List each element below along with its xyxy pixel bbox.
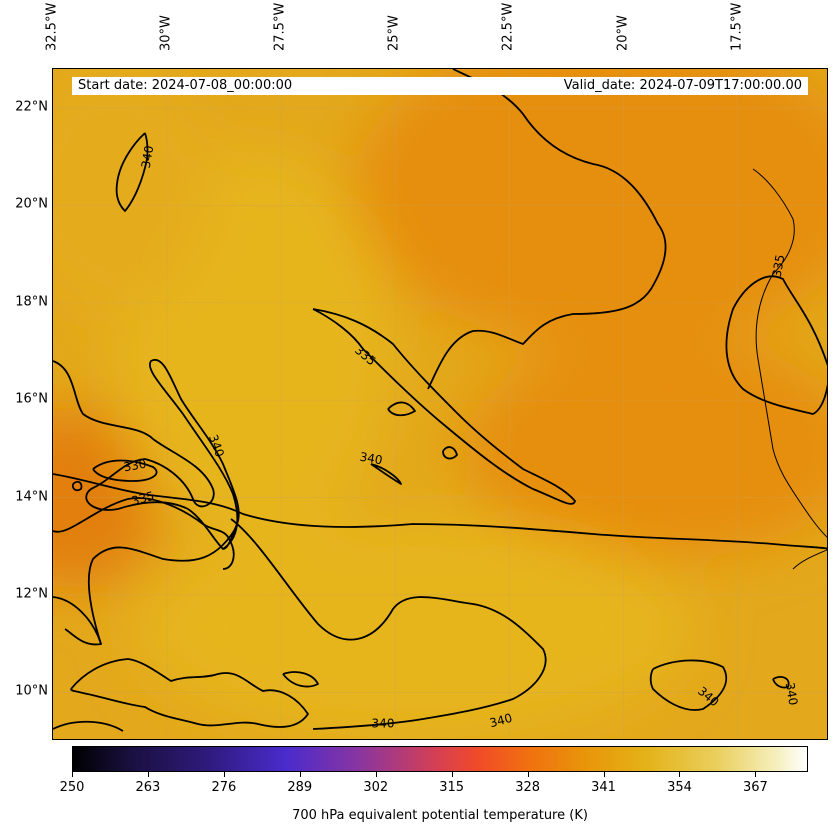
colorbar-title: 700 hPa equivalent potential temperature… (292, 808, 588, 823)
colorbar-tick (223, 772, 225, 777)
lon-label: 32.5°W (42, 0, 62, 66)
colorbar-tick-label: 276 (211, 780, 237, 795)
lon-label: 27.5°W (270, 0, 290, 66)
lat-label: 12°N (15, 586, 48, 602)
contour-label: 330 (122, 457, 147, 475)
colorbar-tick-label: 328 (515, 780, 541, 795)
lat-label: 18°N (15, 294, 48, 310)
contour-label: 340 (488, 711, 514, 730)
contour-335-center (312, 308, 576, 505)
colorbar-tick-label: 341 (591, 780, 616, 795)
colorbar-tick-label: 302 (363, 780, 389, 795)
lon-label-text: 17.5°W (729, 2, 745, 51)
contour-340-sw (53, 720, 124, 732)
contour-coast-africa (427, 69, 667, 390)
contour-lines (53, 69, 827, 732)
contour-label: 340 (372, 717, 395, 731)
contour-label: 335 (770, 253, 788, 278)
contour-330 (92, 459, 158, 482)
colorbar-tick-label: 250 (59, 780, 85, 795)
valid-date: Valid_date: 2024-07-09T17:00:00.00 (563, 78, 802, 93)
colorbar-tick (451, 772, 453, 777)
lon-label-text: 27.5°W (272, 2, 288, 51)
contour-label: 340 (359, 450, 384, 468)
colorbar-tick (375, 772, 377, 777)
coastline (752, 168, 827, 570)
lon-label-text: 32.5°W (44, 2, 60, 51)
colorbar-tick (603, 772, 605, 777)
island-small-3 (71, 480, 83, 492)
contour-335-band-lower (53, 473, 827, 550)
start-date: Start date: 2024-07-08_00:00:00 (78, 78, 293, 93)
colorbar-tick-label: 354 (667, 780, 692, 795)
theta-e-shading (53, 69, 827, 739)
colorbar-tick (299, 772, 301, 777)
contour-340-south-mid (282, 671, 319, 688)
contour-340-north (115, 132, 149, 212)
lon-label-text: 22.5°W (500, 2, 516, 51)
lon-label: 25°W (384, 0, 404, 66)
contour-340-se-small (772, 676, 790, 689)
island-small-2 (442, 446, 458, 460)
lat-label: 14°N (15, 489, 48, 505)
contour-label: 340 (783, 681, 801, 706)
colorbar-tick-label: 263 (135, 780, 161, 795)
contour-335-west (53, 497, 235, 570)
contour-340-south (70, 658, 309, 728)
colorbar-tick (147, 772, 149, 777)
contour-340-band (230, 518, 547, 730)
colorbar-tick-label: 289 (287, 780, 313, 795)
graticule (53, 69, 827, 739)
island-small-1 (387, 401, 416, 417)
contour-340-southeast (649, 659, 728, 711)
contour-340-west-tongue (53, 358, 240, 550)
lon-label: 17.5°W (727, 0, 747, 66)
lat-label: 10°N (15, 683, 48, 699)
lon-label-text: 30°W (158, 15, 174, 51)
lon-label: 22.5°W (498, 0, 518, 66)
lon-label-text: 25°W (386, 15, 402, 51)
contour-label: 335 (130, 489, 156, 508)
date-header: Start date: 2024-07-08_00:00:00 Valid_da… (72, 77, 808, 95)
contour-label: 340 (139, 144, 157, 169)
lat-label: 22°N (15, 99, 48, 115)
colorbar-tick (527, 772, 529, 777)
lon-label-text: 20°W (615, 15, 631, 51)
lon-label: 30°W (156, 0, 176, 66)
contour-340-central (87, 523, 239, 645)
colorbar-tick (72, 772, 73, 777)
colorbar (72, 746, 808, 772)
lat-label: 16°N (15, 391, 48, 407)
contour-340-center (370, 463, 402, 485)
colorbar-tick-label: 367 (743, 780, 768, 795)
map-panel: 340 340 330 335 335 340 335 340 340 340 340 (52, 68, 828, 740)
colorbar-tick-label: 315 (439, 780, 465, 795)
contour-335-east (725, 275, 827, 415)
colorbar-tick (679, 772, 681, 777)
colorbar-tick (755, 772, 757, 777)
lat-label: 20°N (15, 196, 48, 212)
lon-label: 20°W (613, 0, 633, 66)
